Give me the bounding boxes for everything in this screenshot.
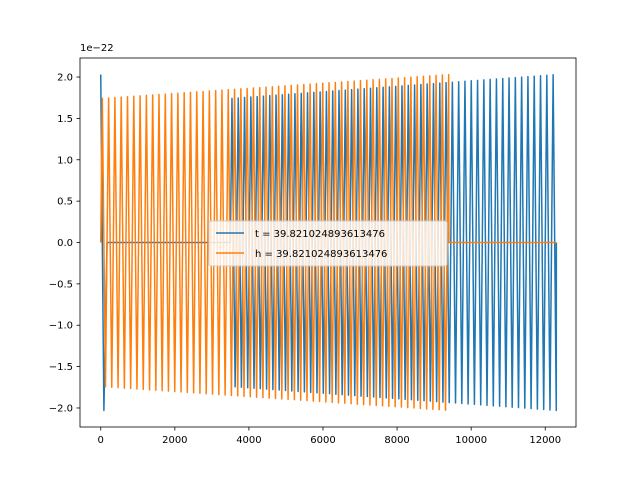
x-tick-label: 2000 [162, 435, 187, 446]
y-tick-label: −1.0 [49, 321, 73, 332]
x-tick-label: 8000 [384, 435, 409, 446]
y-multiplier-label: 1e−22 [80, 43, 114, 54]
y-tick-label: 0.0 [57, 238, 73, 249]
x-tick-label: 12000 [529, 435, 561, 446]
y-tick-label: −2.0 [49, 403, 73, 414]
x-tick-label: 6000 [310, 435, 335, 446]
series-line-t [99, 74, 558, 412]
x-tick-label: 0 [98, 435, 104, 446]
y-axis: −2.0 −1.5 −1.0 −0.5 0.0 0.5 1.0 1.5 2.0 [49, 73, 80, 414]
y-tick-label: −0.5 [49, 279, 73, 290]
x-tick-label: 4000 [236, 435, 261, 446]
x-tick-label: 10000 [455, 435, 487, 446]
y-tick-label: 0.5 [57, 197, 73, 208]
y-tick-label: −1.5 [49, 362, 73, 373]
series-line-h [99, 73, 557, 411]
y-tick-label: 1.5 [57, 114, 73, 125]
y-tick-label: 2.0 [57, 73, 73, 84]
legend-box [208, 220, 448, 267]
series-layer [99, 73, 558, 412]
legend: t = 39.821024893613476 h = 39.8210248936… [208, 220, 448, 267]
legend-label-t: t = 39.821024893613476 [255, 229, 385, 240]
x-axis: 0 2000 4000 6000 8000 10000 12000 [98, 427, 561, 446]
legend-label-h: h = 39.821024893613476 [255, 249, 387, 260]
y-tick-label: 1.0 [57, 155, 73, 166]
